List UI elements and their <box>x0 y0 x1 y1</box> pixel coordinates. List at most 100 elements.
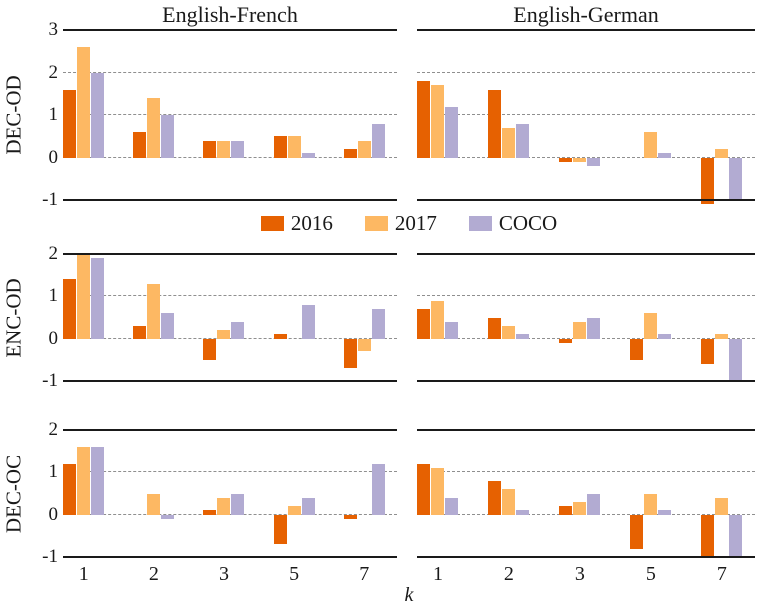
bar-COCO-k2 <box>516 510 530 515</box>
bar-2016-k1 <box>417 463 431 515</box>
bar-2016-k2 <box>133 325 147 339</box>
y-tick-label: 0 <box>48 327 59 349</box>
y-tick-label: 0 <box>48 146 59 168</box>
column-title-english-french: English-French <box>162 2 298 27</box>
bar-COCO-k7 <box>371 463 385 515</box>
bar-COCO-k7 <box>729 514 743 557</box>
bar-COCO-k3 <box>587 493 601 515</box>
bar-COCO-k2 <box>516 334 530 339</box>
gridline <box>63 114 397 115</box>
bar-2017-k3 <box>573 321 587 339</box>
y-tick-label: -1 <box>42 189 58 210</box>
y-tick-label: 2 <box>48 61 59 83</box>
gridline <box>63 471 397 473</box>
bar-2017-k5 <box>644 132 658 158</box>
gridline <box>417 295 755 297</box>
axis-line <box>417 253 755 255</box>
bar-2016-k7 <box>701 157 715 205</box>
axis-line <box>63 380 397 382</box>
bar-COCO-k5 <box>658 334 672 339</box>
x-tick-label: 3 <box>218 563 229 585</box>
bar-COCO-k5 <box>301 304 315 339</box>
bar-2016-k2 <box>133 132 147 158</box>
legend-label-coco: COCO <box>498 211 558 235</box>
x-tick-label: 1 <box>432 563 443 585</box>
legend-item-coco: COCO <box>468 211 558 235</box>
bar-2016-k7 <box>343 514 357 519</box>
bar-COCO-k1 <box>91 446 105 515</box>
bar-2017-k1 <box>431 85 445 158</box>
bar-COCO-k2 <box>161 313 175 339</box>
x-axis-label: k <box>404 584 414 606</box>
bar-2017-k2 <box>502 489 516 515</box>
axis-line <box>417 380 755 382</box>
bar-COCO-k5 <box>301 497 315 515</box>
bar-2017-k5 <box>287 506 301 515</box>
legend-swatch-coco <box>468 215 492 231</box>
bar-COCO-k3 <box>231 140 245 158</box>
bar-COCO-k2 <box>516 123 530 158</box>
bar-2017-k7 <box>357 338 371 352</box>
bar-2016-k2 <box>488 89 502 158</box>
bar-COCO-k5 <box>301 153 315 158</box>
bar-COCO-k3 <box>587 157 601 166</box>
bar-COCO-k1 <box>91 258 105 339</box>
bar-2016-k1 <box>63 89 77 158</box>
bar-COCO-k1 <box>445 321 459 339</box>
bar-COCO-k3 <box>231 493 245 515</box>
bar-2017-k7 <box>715 497 729 515</box>
bar-2016-k3 <box>559 506 573 515</box>
axis-line <box>63 199 397 201</box>
x-tick-label: 1 <box>78 563 89 585</box>
legend-item-2017: 2017 <box>364 211 437 235</box>
bar-COCO-k3 <box>231 321 245 339</box>
bar-2017-k5 <box>287 136 301 158</box>
bar-COCO-k7 <box>729 338 743 381</box>
axis-line <box>417 29 755 31</box>
y-tick-label: -1 <box>42 546 58 567</box>
bar-COCO-k1 <box>91 72 105 158</box>
legend-swatch-2017 <box>364 215 388 231</box>
bar-2016-k7 <box>701 514 715 557</box>
legend-item-2016: 2016 <box>260 211 333 235</box>
bar-2017-k2 <box>502 127 516 158</box>
bar-COCO-k7 <box>371 123 385 158</box>
bar-COCO-k3 <box>587 317 601 339</box>
y-tick-label: 3 <box>48 19 59 40</box>
bar-2017-k3 <box>217 140 231 158</box>
gridline <box>417 471 755 473</box>
bar-2016-k3 <box>559 338 573 343</box>
gridline <box>417 156 755 158</box>
bar-2016-k7 <box>701 338 715 365</box>
x-tick-label: 7 <box>359 563 370 585</box>
bar-2016-k3 <box>203 510 217 515</box>
gridline <box>417 71 755 73</box>
axis-line <box>63 253 397 255</box>
bar-2016-k5 <box>273 514 287 545</box>
bar-COCO-k1 <box>445 106 459 158</box>
axis-line <box>63 556 397 558</box>
bar-2016-k5 <box>273 334 287 339</box>
bar-2017-k2 <box>147 493 161 515</box>
y-tick-label: -1 <box>42 370 58 391</box>
bar-COCO-k5 <box>658 153 672 158</box>
column-title-english-german: English-German <box>513 2 659 27</box>
bar-2016-k1 <box>63 279 77 339</box>
gridline <box>417 114 755 115</box>
bar-2016-k7 <box>343 338 357 369</box>
bar-2016-k5 <box>273 136 287 158</box>
x-tick-label: 3 <box>574 563 585 585</box>
axis-line <box>417 429 755 431</box>
bar-COCO-k2 <box>161 514 175 519</box>
bar-2016-k2 <box>488 480 502 515</box>
bar-2016-k7 <box>343 149 357 158</box>
bar-2017-k1 <box>431 468 445 515</box>
axis-line <box>63 429 397 431</box>
axis-line <box>417 199 755 201</box>
bar-2016-k3 <box>203 140 217 158</box>
bar-2017-k7 <box>715 334 729 339</box>
bar-2017-k7 <box>715 149 729 158</box>
x-tick-label: 5 <box>289 563 300 585</box>
bar-COCO-k7 <box>371 309 385 339</box>
